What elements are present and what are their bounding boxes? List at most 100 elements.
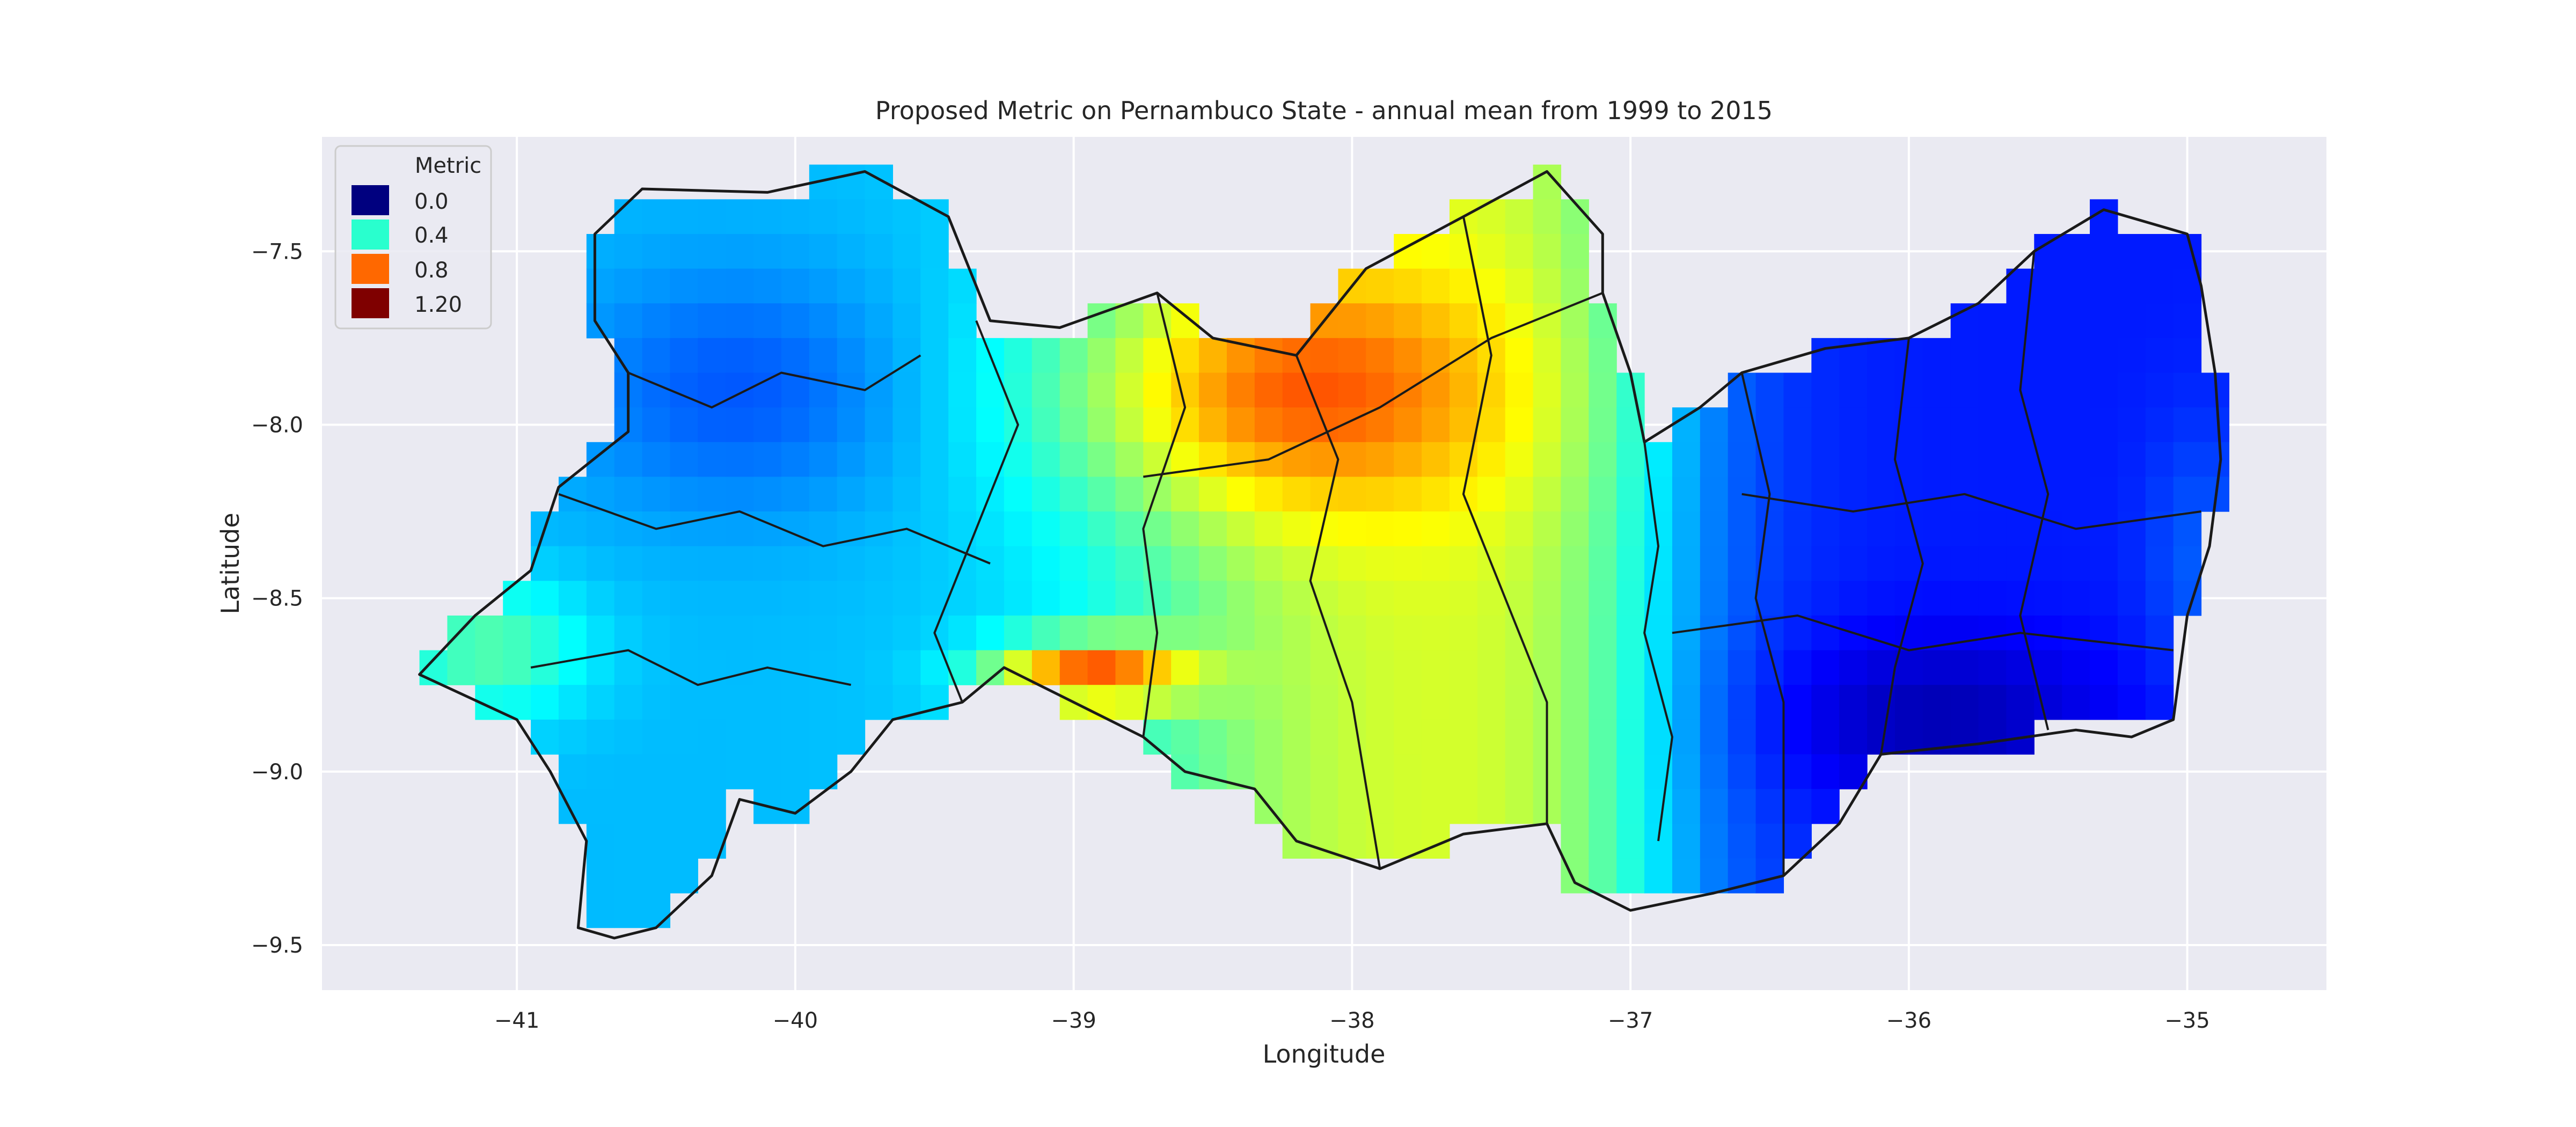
heatmap-cell — [1282, 581, 1311, 616]
heatmap-cell — [1505, 477, 1534, 512]
heatmap-cell — [1783, 581, 1812, 616]
heatmap-cell — [670, 199, 698, 235]
heatmap-cell — [865, 581, 894, 616]
heatmap-cell — [2117, 303, 2146, 339]
heatmap-cell — [1561, 372, 1589, 408]
heatmap-cell — [1950, 685, 1979, 720]
heatmap-cell — [698, 233, 726, 269]
heatmap-cell — [670, 650, 698, 685]
heatmap-cell — [753, 511, 782, 547]
heatmap-cell — [1811, 442, 1840, 478]
heatmap-cell — [586, 823, 615, 859]
heatmap-cell — [698, 477, 726, 512]
heatmap-cell — [642, 893, 671, 928]
heatmap-cell — [1254, 719, 1283, 755]
legend-label-2: 0.8 — [414, 258, 449, 283]
heatmap-cell — [1505, 268, 1534, 304]
heatmap-cell — [948, 303, 977, 339]
heatmap-cell — [1338, 581, 1366, 616]
municipality-border — [1643, 442, 1673, 841]
heatmap-cell — [614, 719, 643, 755]
heatmap-cell — [1700, 477, 1729, 512]
heatmap-cell — [1087, 546, 1116, 581]
heatmap-cell — [2062, 268, 2090, 304]
heatmap-cell — [948, 442, 977, 478]
heatmap-cell — [837, 442, 866, 478]
heatmap-cell — [1394, 303, 1422, 339]
heatmap-cell — [1338, 338, 1366, 374]
heatmap-cell — [1422, 685, 1450, 720]
heatmap-cell — [948, 407, 977, 443]
x-tick-label: −41 — [494, 1008, 539, 1033]
heatmap-cell — [1254, 546, 1283, 581]
heatmap-cell — [837, 581, 866, 616]
heatmap-cell — [1449, 581, 1478, 616]
heatmap-cell — [1950, 511, 1979, 547]
heatmap-cell — [1589, 789, 1617, 824]
heatmap-cell — [1394, 615, 1422, 651]
heatmap-cell — [2145, 581, 2174, 616]
heatmap-cell — [447, 650, 475, 685]
heatmap-cell — [1811, 546, 1840, 581]
heatmap-cell — [1422, 303, 1450, 339]
heatmap-cell — [1616, 477, 1645, 512]
heatmap-cell — [781, 303, 810, 339]
heatmap-cell — [1755, 719, 1784, 755]
heatmap-cell — [892, 407, 921, 443]
heatmap-cell — [809, 754, 838, 789]
heatmap-cell — [2145, 442, 2174, 478]
heatmap-cell — [1115, 338, 1144, 374]
heatmap-cell — [1672, 650, 1701, 685]
heatmap-cell — [1616, 858, 1645, 894]
heatmap-cell — [1978, 407, 2007, 443]
heatmap-cell — [1254, 477, 1283, 512]
heatmap-cell — [531, 581, 559, 616]
y-tick-label: −8.0 — [251, 413, 303, 437]
heatmap-cell — [2173, 338, 2202, 374]
heatmap-cell — [642, 789, 671, 824]
heatmap-cell — [1700, 719, 1729, 755]
heatmap-cell — [1004, 546, 1033, 581]
heatmap-cell — [1394, 719, 1422, 755]
heatmap-cell — [1978, 442, 2007, 478]
heatmap-cell — [809, 407, 838, 443]
heatmap-cell — [781, 650, 810, 685]
heatmap-cell — [614, 442, 643, 478]
heatmap-cell — [809, 303, 838, 339]
heatmap-cell — [642, 233, 671, 269]
heatmap-cell — [670, 754, 698, 789]
heatmap-cell — [1505, 685, 1534, 720]
heatmap-cell — [1728, 823, 1757, 859]
heatmap-cell — [1366, 303, 1394, 339]
heatmap-cell — [2006, 511, 2035, 547]
heatmap-cell — [1978, 546, 2007, 581]
heatmap-cell — [753, 407, 782, 443]
heatmap-cell — [1115, 372, 1144, 408]
heatmap-cell — [1728, 685, 1757, 720]
heatmap-cell — [892, 581, 921, 616]
heatmap-cell — [892, 546, 921, 581]
heatmap-cell — [1978, 650, 2007, 685]
heatmap-cell — [1533, 268, 1562, 304]
heatmap-cell — [1199, 650, 1227, 685]
heatmap-cell — [670, 546, 698, 581]
heatmap-cell — [865, 268, 894, 304]
heatmap-cell — [1561, 615, 1589, 651]
heatmap-cell — [1978, 511, 2007, 547]
heatmap-cell — [1394, 754, 1422, 789]
heatmap-cell — [1533, 615, 1562, 651]
heatmap-cell — [1254, 754, 1283, 789]
heatmap-cell — [1226, 511, 1255, 547]
heatmap-cell — [753, 685, 782, 720]
heatmap-cell — [1533, 407, 1562, 443]
heatmap-cell — [1839, 546, 1868, 581]
heatmap-cell — [1867, 407, 1896, 443]
heatmap-cell — [865, 164, 894, 200]
heatmap-cell — [1728, 546, 1757, 581]
y-tick-label: −9.0 — [251, 760, 303, 785]
municipality-border — [1672, 614, 2174, 652]
heatmap-cell — [1171, 685, 1199, 720]
heatmap-cell — [1004, 581, 1033, 616]
heatmap-cell — [1059, 650, 1088, 685]
heatmap-cell — [2090, 407, 2118, 443]
